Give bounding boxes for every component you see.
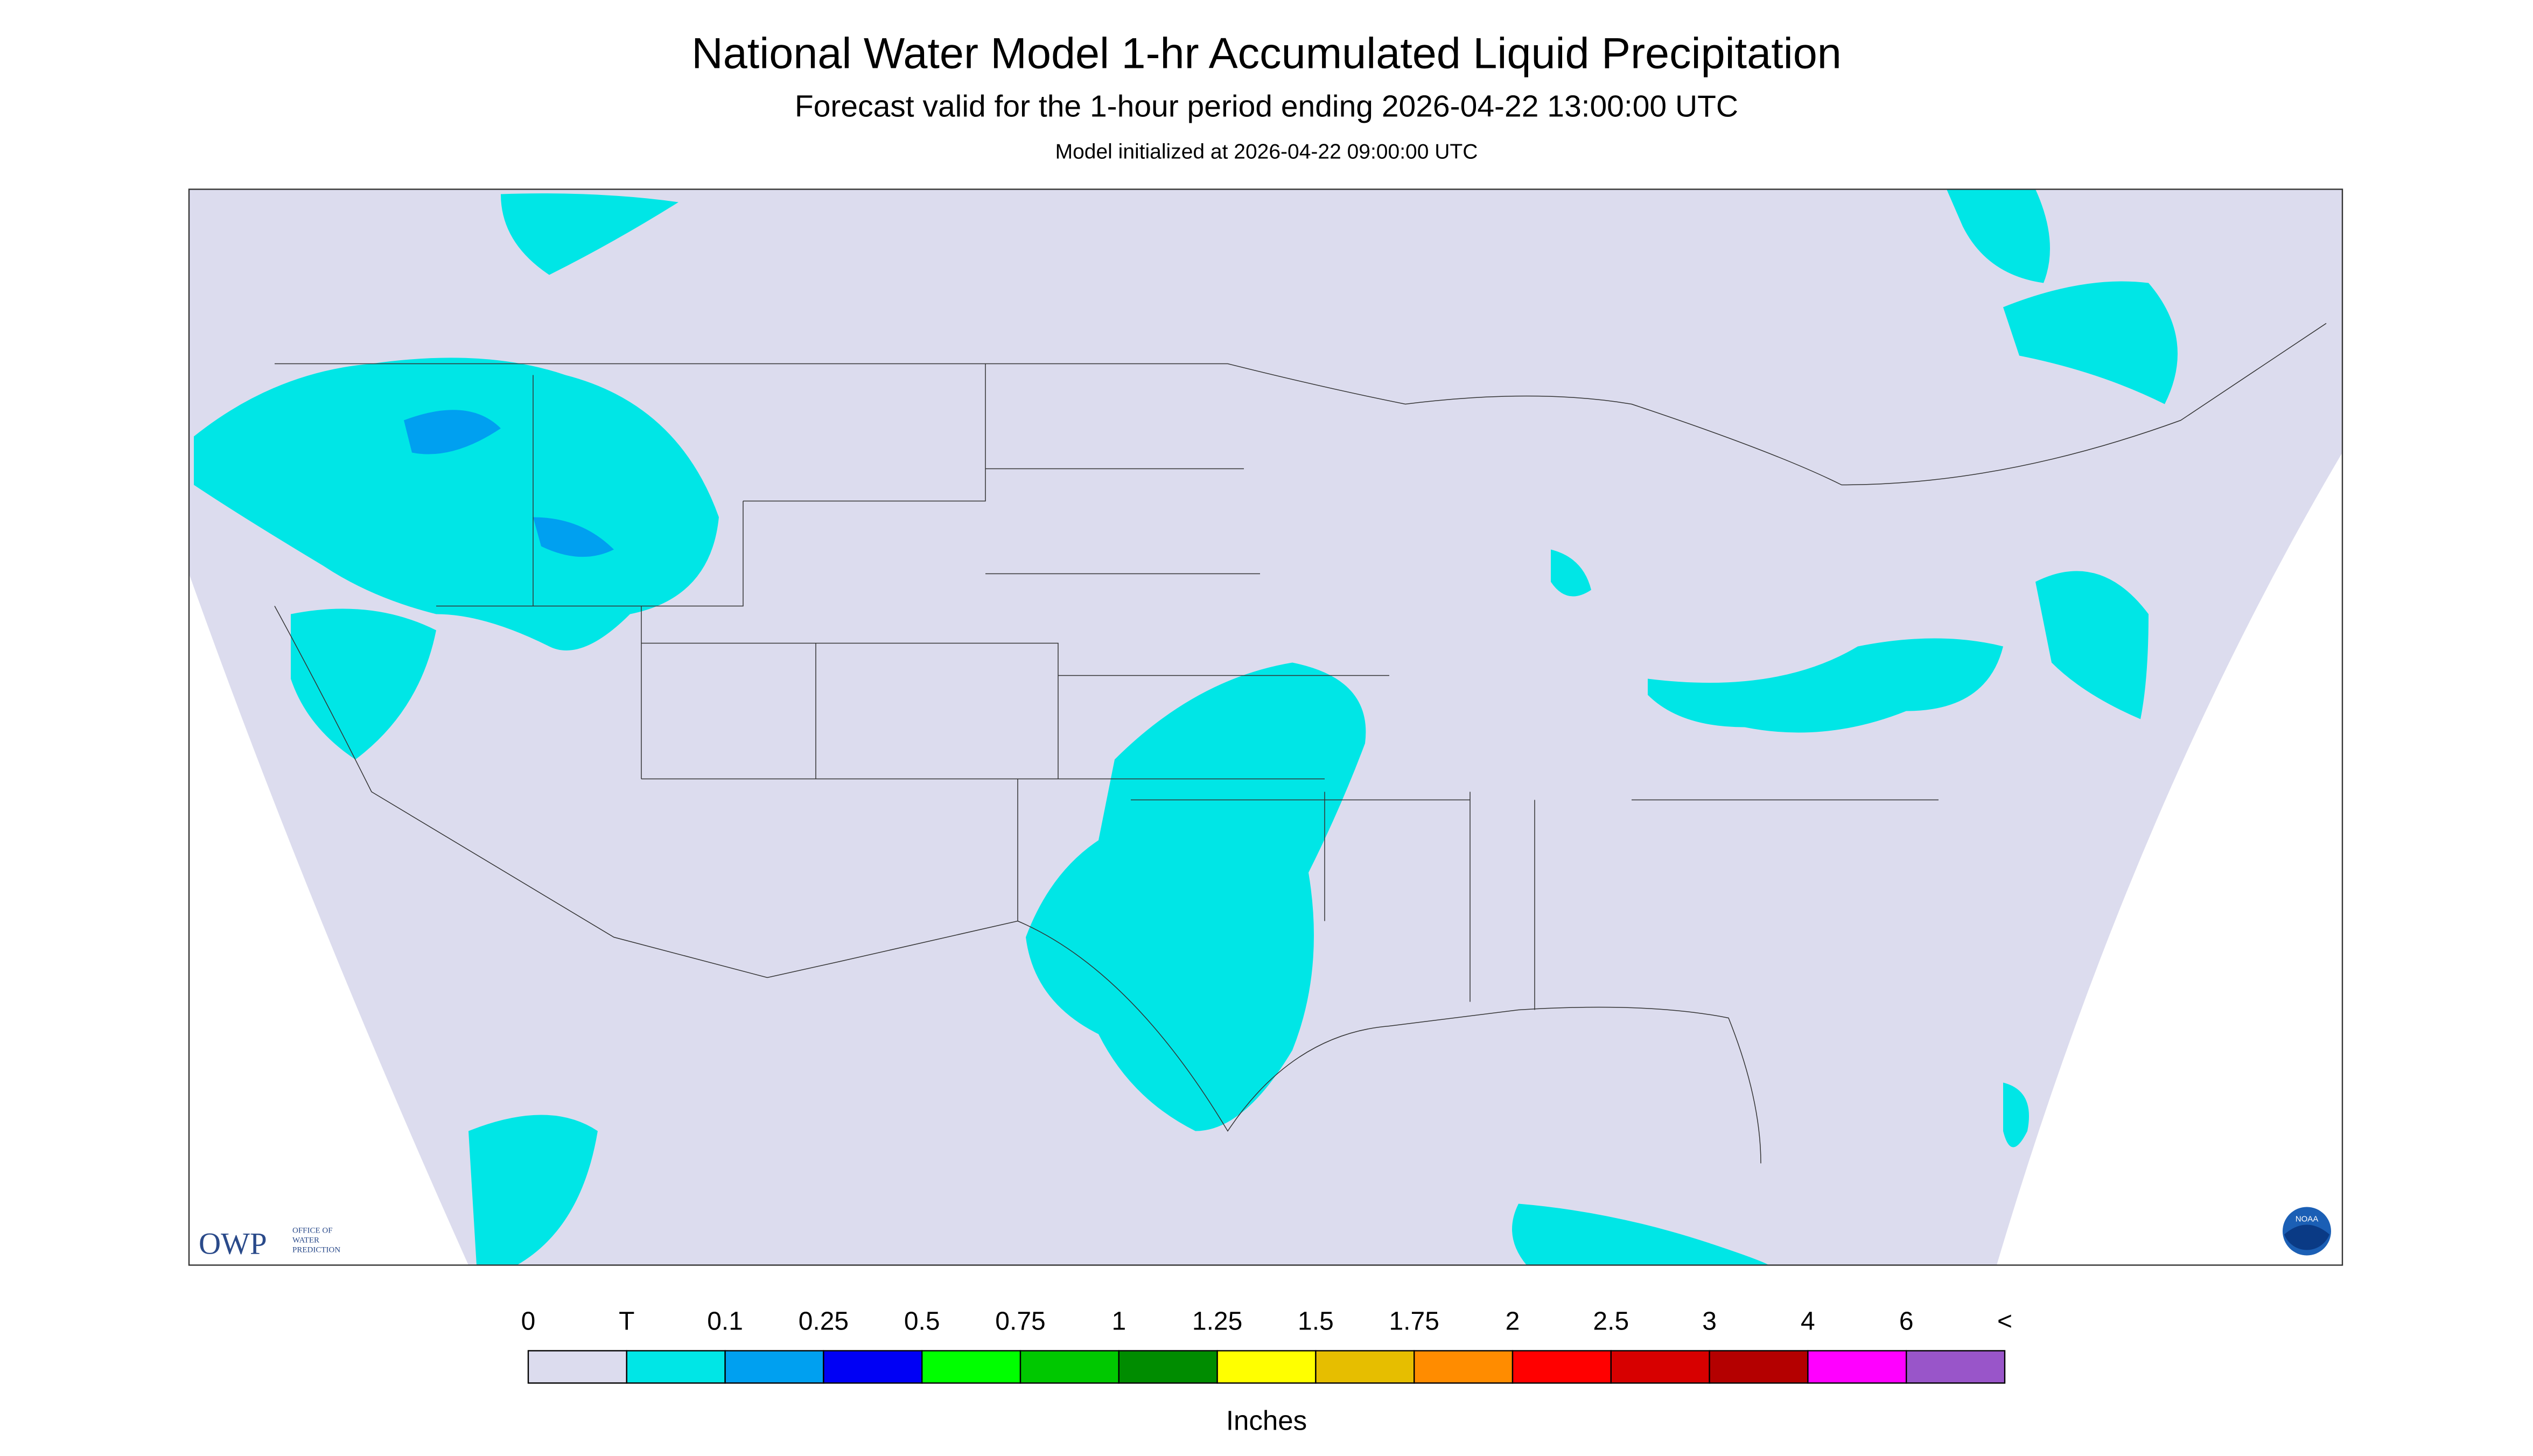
precip-area [2035,571,2149,719]
precip-area [1947,189,2050,283]
colorbar-box [823,1350,923,1384]
colorbar-label: 1.5 [1298,1307,1334,1336]
colorbar-label: 2 [1506,1307,1520,1336]
precip-area [501,193,678,275]
colorbar-label: 3 [1702,1307,1717,1336]
map-frame [188,188,2343,1266]
init-time: Model initialized at 2026-04-22 09:00:00… [1055,141,1478,164]
colorbar-label: 1.25 [1192,1307,1242,1336]
precip-area [2003,1082,2029,1147]
colorbar-label: < [1997,1307,2012,1336]
colorbar-label: 0.25 [799,1307,849,1336]
colorbar-box [724,1350,824,1384]
colorbar-box [1118,1350,1218,1384]
precip-area [1551,549,1591,597]
colorbar-label: 6 [1899,1307,1914,1336]
colorbar-box [1905,1350,2006,1384]
precip-area [291,608,436,760]
colorbar-label: T [619,1307,634,1336]
colorbar-label: 1 [1111,1307,1126,1336]
colorbar-box [626,1350,726,1384]
noaa-text: NOAA [2296,1215,2319,1224]
precip-area [1026,662,1366,1131]
colorbar-box [1216,1350,1317,1384]
boundaries [274,323,2327,1164]
precip-areas [194,189,2178,1265]
colorbar-box [921,1350,1021,1384]
colorbar-box [527,1350,628,1384]
colorbar: 0 T 0.1 0.25 0.5 0.75 1 1.25 1.5 1.75 2 2.5 3 4 6 < [521,1307,2012,1384]
colorbar-box [1019,1350,1120,1384]
colorbar-label: 4 [1801,1307,1815,1336]
border [275,323,2327,486]
colorbar-label: 1.75 [1389,1307,1439,1336]
map: OWP OFFICE OF WATER PREDICTION NOAA [188,188,2343,1266]
owp-line: OFFICE OF [292,1227,333,1235]
colorbar-box [1414,1350,1514,1384]
owp-name: OWP [199,1227,267,1261]
noaa-logo: NOAA [2283,1207,2331,1256]
precip-area [1512,1203,1769,1265]
owp-line: WATER [292,1236,319,1245]
precip-area [1648,638,2003,733]
colorbar-box [1709,1350,1809,1384]
colorbar-box [1610,1350,1710,1384]
precip-area [468,1115,598,1265]
colorbar-box [1807,1350,1907,1384]
colorbar-label: 2.5 [1593,1307,1629,1336]
colorbar-label: 0.5 [904,1307,940,1336]
owp-line: PREDICTION [292,1246,340,1255]
colorbar-unit: Inches [1226,1405,1307,1436]
state-line [436,363,1939,1010]
owp-logo: OWP OFFICE OF WATER PREDICTION [199,1227,340,1261]
colorbar-box [1512,1350,1612,1384]
colorbar-label: 0.75 [995,1307,1045,1336]
precip-area [194,358,719,650]
noaa-wave [2284,1224,2329,1250]
coast-border [274,606,1761,1164]
precip-area [2003,281,2178,404]
precip-area-heavy [533,517,614,557]
colorbar-label: 0.1 [707,1307,743,1336]
title: National Water Model 1-hr Accumulated Li… [691,30,1842,78]
subtitle: Forecast valid for the 1-hour period end… [795,89,1738,124]
precip-area-heavy [404,410,501,454]
colorbar-label: 0 [521,1307,536,1336]
colorbar-box [1315,1350,1415,1384]
